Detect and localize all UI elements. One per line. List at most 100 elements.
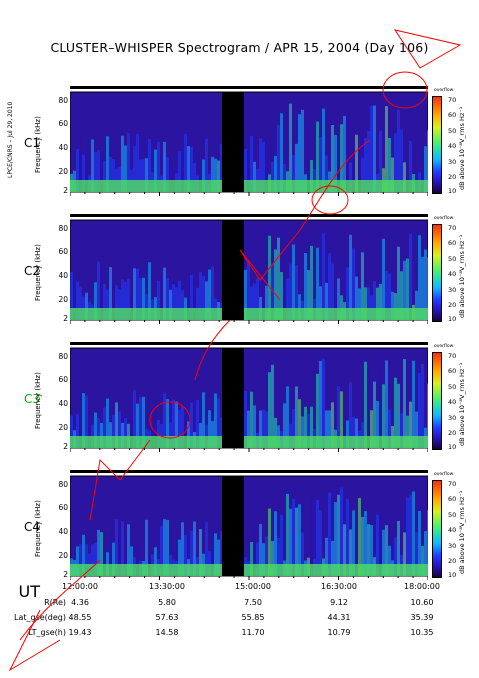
spectral-strip <box>193 521 196 576</box>
spectral-strip <box>406 497 409 576</box>
spectral-strip <box>106 136 109 192</box>
spectral-strip <box>70 272 73 320</box>
ephemeris-value: 10.79 <box>327 628 351 637</box>
y-tick: 20 <box>58 167 68 176</box>
spectral-strip <box>187 146 190 192</box>
spectral-strip <box>307 413 310 448</box>
spectral-strip <box>367 524 370 576</box>
spectral-strip <box>328 410 331 448</box>
spectral-strip <box>361 422 364 448</box>
spectral-strip <box>388 273 391 320</box>
spectral-strip <box>331 263 334 320</box>
spectral-strip <box>127 423 130 448</box>
spectral-strip <box>217 398 220 448</box>
ephemeris-label: Lat_gse(deg) <box>14 613 66 622</box>
ephemeris-row-lt: LT_gse(h) 19.43 14.58 11.70 10.79 10.35 <box>0 628 479 640</box>
spectral-strip <box>406 258 409 320</box>
spectral-strip <box>136 133 139 192</box>
colorbar-tick: 10 <box>448 443 457 451</box>
y-axis-label: Frequency (kHz) <box>34 372 42 430</box>
spectral-strip <box>79 134 82 192</box>
panel-c2: C2 Frequency (kHz) 80 60 40 20 2 overflo… <box>0 214 479 336</box>
ephemeris-value: 7.50 <box>244 598 262 607</box>
x-tick: 13:30:00 <box>149 582 185 591</box>
ephemeris-value: 57.63 <box>155 613 179 622</box>
spectral-strip <box>298 114 301 192</box>
spectral-strip <box>136 538 139 576</box>
spectral-strip <box>199 165 202 192</box>
spectral-strip <box>301 416 304 448</box>
spectral-strip <box>400 129 403 192</box>
spectral-strip <box>196 287 199 320</box>
spectral-strip <box>139 397 142 448</box>
spectrogram <box>70 86 428 196</box>
spectral-strip <box>262 141 265 192</box>
spectral-strip <box>376 401 379 448</box>
ephemeris-value: 9.12 <box>330 598 348 607</box>
spectral-strip <box>190 274 193 320</box>
spectral-strip <box>337 386 340 448</box>
spectral-strip <box>427 130 428 192</box>
spectral-strip <box>274 511 277 576</box>
spectral-strip <box>346 498 349 576</box>
spectral-strip <box>247 155 250 192</box>
spectral-strip <box>187 283 190 320</box>
spectral-strip <box>115 402 118 448</box>
spectral-strip <box>217 160 220 192</box>
spectral-strip <box>379 362 382 448</box>
spectral-strip <box>253 527 256 576</box>
spectral-strip <box>322 233 325 320</box>
spectral-strip <box>316 247 319 320</box>
spectral-strip <box>103 407 106 448</box>
colorbar <box>432 480 442 578</box>
spectral-strip <box>193 163 196 192</box>
spectral-strip <box>103 284 106 320</box>
spectral-strip <box>427 256 428 320</box>
spectral-strip <box>370 105 373 192</box>
spectral-strip <box>82 154 85 192</box>
spectral-strip <box>253 283 256 320</box>
spectral-strip <box>244 390 247 448</box>
colorbar-label: dB above 10⁻⁸V_rms Hz⁻¹ <box>458 234 466 318</box>
data-gap <box>222 348 244 448</box>
y-tick: 20 <box>58 423 68 432</box>
colorbar <box>432 224 442 322</box>
spectral-strip <box>103 530 106 576</box>
spectral-strip <box>400 413 403 448</box>
spectral-strip <box>163 267 166 320</box>
spectral-strip <box>280 514 283 576</box>
spectral-strip <box>208 269 211 320</box>
spectral-strip <box>361 516 364 576</box>
spectral-strip <box>220 143 223 192</box>
spectral-strip <box>253 405 256 448</box>
spectral-strip <box>394 293 397 320</box>
spectral-strip <box>283 403 286 448</box>
y-tick: 60 <box>58 503 68 512</box>
spectral-strip <box>256 542 259 576</box>
spectral-strip <box>97 418 100 448</box>
spectral-strip <box>181 290 184 320</box>
data-gap <box>222 476 244 576</box>
spectral-strip <box>157 141 160 192</box>
spectral-strip <box>115 519 118 576</box>
y-tick: 40 <box>58 527 68 536</box>
spectral-strip <box>154 547 157 576</box>
spectral-strip <box>265 411 268 448</box>
spectral-strip <box>130 295 133 320</box>
spectral-strip <box>376 514 379 576</box>
spectral-strip <box>367 287 370 320</box>
y-tick: 20 <box>58 295 68 304</box>
spectral-strip <box>373 105 376 192</box>
spectral-strip <box>124 418 127 448</box>
spectral-strip <box>250 286 253 320</box>
spectral-strip <box>76 281 79 320</box>
spectral-strip <box>403 162 406 192</box>
spectral-strip <box>397 246 400 320</box>
spectral-strip <box>130 546 133 576</box>
spectral-strip <box>79 392 82 448</box>
spectral-strip <box>289 508 292 576</box>
spectral-strip <box>220 417 223 448</box>
spectral-strip <box>322 358 325 448</box>
spectral-strip <box>364 361 367 448</box>
spectral-strip <box>184 535 187 576</box>
